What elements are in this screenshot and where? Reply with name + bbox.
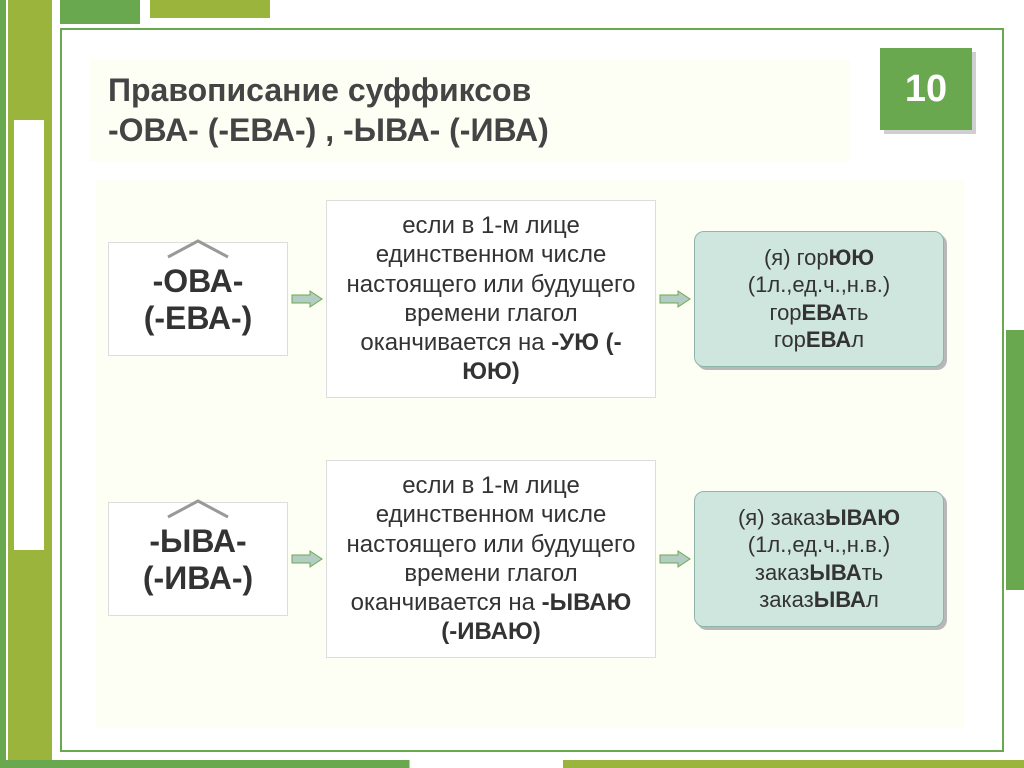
example-line: заказЫВАл: [705, 586, 933, 614]
example-line: (1л.,ед.ч.,н.в.): [705, 531, 933, 559]
deco-strip: [14, 120, 44, 550]
suffix-line2: (-ЕВА-): [119, 300, 277, 337]
deco-strip: [1006, 330, 1024, 590]
example-line: (я) заказЫВАЮ: [705, 504, 933, 532]
suffix-line1: -ОВА-: [119, 263, 277, 300]
suffix-caret-icon: [164, 237, 232, 259]
example-line: горЕВАл: [705, 326, 933, 354]
rule-row: -ЫВА- (-ИВА-) если в 1-м лице единственн…: [96, 460, 964, 658]
rule-box: если в 1-м лице единственном числе насто…: [326, 460, 656, 658]
content-area: -ОВА- (-ЕВА-) если в 1-м лице единственн…: [96, 180, 964, 728]
rule-box: если в 1-м лице единственном числе насто…: [326, 200, 656, 398]
deco-strip: [0, 0, 6, 768]
slide-number-badge: 10: [880, 48, 972, 130]
arrow-right-icon: [656, 547, 694, 571]
deco-strip: [0, 760, 1024, 768]
deco-strip: [150, 0, 270, 18]
example-line: (1л.,ед.ч.,н.в.): [705, 271, 933, 299]
example-box: (я) горЮЮ (1л.,ед.ч.,н.в.) горЕВАть горЕ…: [694, 231, 944, 367]
suffix-box: -ОВА- (-ЕВА-): [108, 242, 288, 356]
suffix-box: -ЫВА- (-ИВА-): [108, 502, 288, 616]
title-line1: Правописание суффиксов: [108, 70, 832, 110]
title-block: Правописание суффиксов -ОВА- (-ЕВА-) , -…: [90, 60, 850, 162]
suffix-caret-icon: [164, 497, 232, 519]
slide-frame: Правописание суффиксов -ОВА- (-ЕВА-) , -…: [0, 0, 1024, 768]
title-line2: -ОВА- (-ЕВА-) , -ЫВА- (-ИВА): [108, 110, 832, 150]
deco-strip: [60, 0, 140, 24]
example-line: горЕВАть: [705, 299, 933, 327]
example-line: заказЫВАть: [705, 559, 933, 587]
slide-number: 10: [905, 68, 947, 111]
suffix-line1: -ЫВА-: [119, 523, 277, 560]
arrow-right-icon: [656, 287, 694, 311]
example-line: (я) горЮЮ: [705, 244, 933, 272]
arrow-right-icon: [288, 287, 326, 311]
example-box: (я) заказЫВАЮ (1л.,ед.ч.,н.в.) заказЫВАт…: [694, 491, 944, 627]
suffix-line2: (-ИВА-): [119, 560, 277, 597]
rule-row: -ОВА- (-ЕВА-) если в 1-м лице единственн…: [96, 200, 964, 398]
arrow-right-icon: [288, 547, 326, 571]
